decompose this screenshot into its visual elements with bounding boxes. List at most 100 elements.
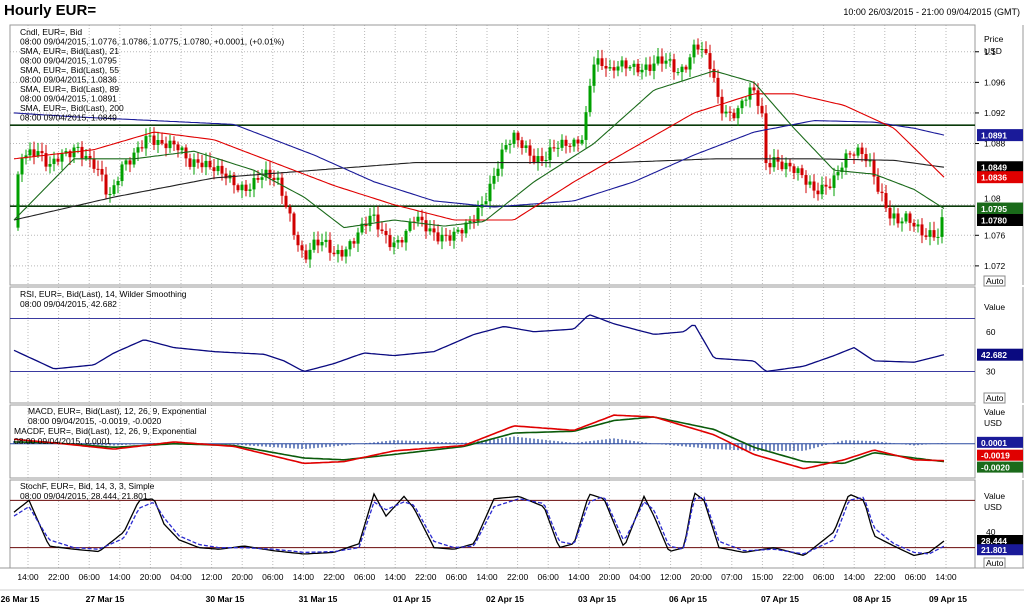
hour-tick-label: 06:00 bbox=[262, 572, 284, 582]
candle-down bbox=[128, 160, 132, 165]
candle-down bbox=[804, 175, 808, 185]
candle-down bbox=[436, 232, 440, 242]
candle-down bbox=[932, 230, 936, 238]
candle-down bbox=[364, 223, 368, 227]
candle-up bbox=[396, 239, 400, 243]
candle-down bbox=[300, 245, 304, 251]
candle-down bbox=[44, 153, 48, 167]
candle-up bbox=[260, 177, 264, 180]
candle-up bbox=[796, 168, 800, 174]
candle-up bbox=[536, 156, 540, 163]
hour-tick-label: 20:00 bbox=[599, 572, 621, 582]
price-tick-label: 1.096 bbox=[984, 77, 1006, 87]
sma-21-line bbox=[13, 70, 945, 229]
price-legend-line: SMA, EUR=, Bid(Last), 55 bbox=[20, 65, 119, 75]
stoch-tick-label: 40 bbox=[986, 527, 996, 537]
candle-up bbox=[204, 160, 208, 168]
candle-up bbox=[832, 175, 836, 188]
candle-up bbox=[116, 181, 120, 186]
candle-up bbox=[736, 108, 740, 119]
candle-down bbox=[696, 44, 700, 50]
candle-up bbox=[556, 147, 560, 149]
price-tick-label: 1.1 bbox=[984, 47, 996, 57]
candle-up bbox=[112, 185, 116, 194]
candle-up bbox=[192, 159, 196, 167]
candle-up bbox=[748, 87, 752, 100]
hour-tick-label: 22:00 bbox=[48, 572, 70, 582]
candle-up bbox=[652, 63, 656, 71]
hour-tick-label: 22:00 bbox=[874, 572, 896, 582]
candle-down bbox=[80, 146, 84, 159]
candle-up bbox=[356, 232, 360, 244]
price-tag-box bbox=[977, 171, 1023, 184]
hour-tick-label: 04:00 bbox=[170, 572, 192, 582]
macd-legend-line: MACD, EUR=, Bid(Last), 12, 26, 9, Expone… bbox=[28, 406, 206, 416]
panel-frame-3 bbox=[9, 404, 976, 479]
candle-down bbox=[912, 222, 916, 227]
sma-89-line bbox=[13, 112, 945, 208]
candle-down bbox=[552, 147, 556, 149]
candle-down bbox=[624, 60, 628, 69]
stoch-tag-box bbox=[977, 544, 1023, 556]
macd-tag-label: -0.0019 bbox=[981, 451, 1010, 461]
candle-up bbox=[836, 172, 840, 176]
hour-tick-label: 06:00 bbox=[538, 572, 560, 582]
candle-up bbox=[916, 224, 920, 227]
candle-down bbox=[472, 220, 476, 222]
candle-up bbox=[52, 158, 56, 165]
candle-down bbox=[220, 165, 224, 174]
candle-down bbox=[152, 135, 156, 145]
candle-down bbox=[684, 66, 688, 70]
hour-tick-label: 06:00 bbox=[813, 572, 835, 582]
date-tick-label: 01 Apr 15 bbox=[393, 594, 431, 604]
candle-up bbox=[644, 64, 648, 70]
rsi-tag-box bbox=[977, 348, 1023, 361]
date-range: 10:00 26/03/2015 - 21:00 09/04/2015 (GMT… bbox=[843, 7, 1020, 17]
candle-up bbox=[592, 64, 596, 86]
price-axis-unit: USD bbox=[984, 46, 1002, 56]
candle-up bbox=[144, 136, 148, 149]
macd-legend-line: MACDF, EUR=, Bid(Last), 12, 26, 9, Expon… bbox=[14, 426, 197, 436]
candle-down bbox=[896, 213, 900, 224]
candle-up bbox=[48, 164, 52, 167]
candle-down bbox=[432, 228, 436, 233]
candle-down bbox=[860, 147, 864, 155]
stoch-tag-box bbox=[977, 534, 1023, 546]
candle-down bbox=[196, 159, 200, 163]
candle-down bbox=[604, 65, 608, 69]
macd-signal-line bbox=[13, 416, 945, 465]
auto-button-rsi bbox=[983, 392, 1006, 404]
candle-down bbox=[164, 143, 168, 149]
candle-up bbox=[936, 236, 940, 238]
date-tick-label: 02 Apr 15 bbox=[486, 594, 524, 604]
rsi-legend-line: 08:00 09/04/2015, 42.682 bbox=[20, 299, 117, 309]
candle-down bbox=[576, 139, 580, 144]
candle-up bbox=[820, 184, 824, 195]
candle-up bbox=[28, 149, 32, 156]
hour-tick-label: 14:00 bbox=[109, 572, 131, 582]
stoch-axis-title: Value bbox=[984, 491, 1005, 501]
candle-down bbox=[40, 151, 44, 154]
candle-up bbox=[544, 160, 548, 162]
candle-down bbox=[68, 151, 72, 158]
candle-up bbox=[368, 215, 372, 227]
candle-up bbox=[312, 239, 316, 250]
macd-line bbox=[13, 414, 945, 470]
stoch-axis-unit: USD bbox=[984, 502, 1002, 512]
candle-up bbox=[20, 158, 24, 175]
candle-down bbox=[208, 160, 212, 168]
candle-down bbox=[184, 147, 188, 159]
stoch-tag-label: 21.801 bbox=[981, 545, 1007, 555]
hour-tick-label: 06:00 bbox=[446, 572, 468, 582]
chart-title: Hourly EUR= bbox=[4, 2, 97, 19]
candle-down bbox=[424, 220, 428, 232]
candle-up bbox=[468, 220, 472, 223]
candle-up bbox=[336, 249, 340, 255]
rsi-tick-label: 30 bbox=[986, 367, 996, 377]
candle-down bbox=[864, 154, 868, 162]
candle-up bbox=[596, 58, 600, 65]
auto-button-stoch bbox=[983, 557, 1006, 569]
candle-down bbox=[568, 145, 572, 147]
candle-up bbox=[700, 49, 704, 51]
